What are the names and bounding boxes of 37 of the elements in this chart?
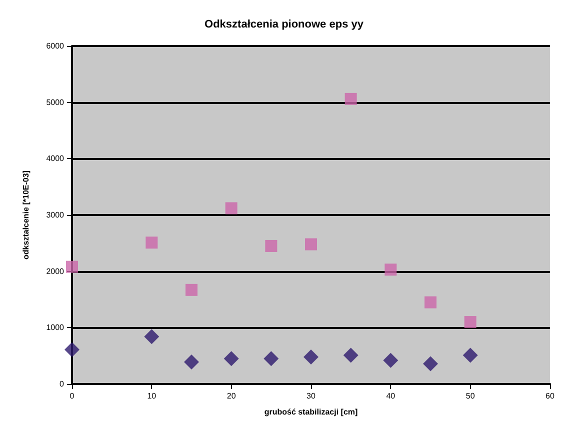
x-tick-label: 50	[466, 392, 476, 400]
point	[343, 348, 358, 363]
y-tick-label: 1000	[46, 323, 65, 332]
point	[464, 316, 476, 328]
x-tick-label: 20	[226, 392, 236, 400]
point	[304, 349, 318, 364]
point	[186, 284, 198, 296]
point	[265, 240, 278, 252]
point	[344, 92, 357, 105]
x-axis-title: grubość stabilizacji [cm]	[264, 408, 358, 416]
point	[383, 352, 398, 368]
point	[384, 264, 397, 276]
point	[462, 348, 478, 363]
point	[225, 202, 238, 214]
y-tick-label: 3000	[46, 210, 65, 220]
x-tick-label: 60	[546, 392, 555, 400]
point	[144, 329, 160, 344]
point	[66, 260, 78, 273]
point	[423, 356, 438, 372]
y-tick-label: 5000	[46, 98, 65, 107]
y-tick-label: 6000	[46, 42, 65, 50]
x-tick-label: 30	[306, 392, 316, 400]
point	[424, 296, 436, 308]
point	[146, 236, 158, 249]
point	[305, 238, 317, 250]
point	[224, 351, 239, 366]
y-tick-label: 0	[60, 380, 65, 388]
y-axis-title: odkształcenie [*10E-03]	[22, 170, 30, 260]
y-tick-label: 4000	[46, 154, 65, 164]
x-tick-label: 0	[70, 392, 75, 400]
y-tick-label: 2000	[46, 266, 65, 276]
point	[184, 354, 199, 370]
x-tick-label: 10	[147, 392, 157, 400]
chart-title: Odkształcenia pionowe eps yy	[204, 18, 364, 30]
point	[64, 342, 80, 358]
point	[264, 351, 279, 366]
x-tick-label: 40	[386, 392, 396, 400]
